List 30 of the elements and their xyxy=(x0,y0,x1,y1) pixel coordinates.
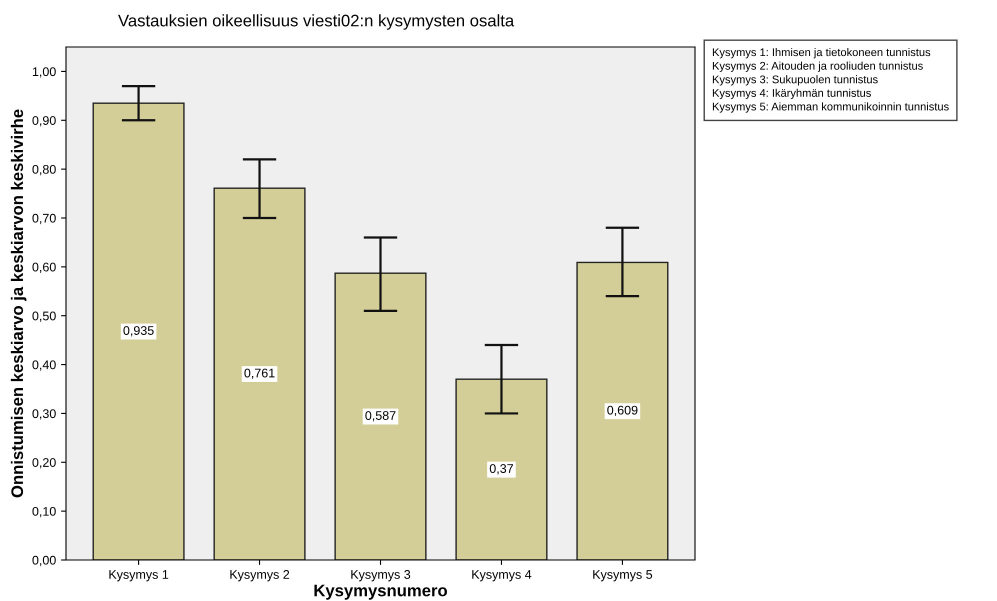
bar xyxy=(92,102,185,560)
bar xyxy=(213,188,306,560)
x-tick-label: Kysymys 2 xyxy=(230,570,290,582)
y-tick-label: 0,80 xyxy=(32,164,56,176)
y-tick-label: 0,50 xyxy=(32,312,56,322)
y-tick-label: 0,90 xyxy=(32,116,56,126)
y-tick-label: 0,00 xyxy=(32,556,56,566)
data-label: 0,935 xyxy=(123,326,154,336)
y-tick-label: 0,20 xyxy=(32,458,56,468)
y-tick-label: 0,70 xyxy=(32,214,56,224)
x-tick-label: Kysymys 4 xyxy=(472,570,532,582)
data-label: 0,609 xyxy=(607,406,638,416)
y-tick-label: 1,00 xyxy=(32,67,56,78)
data-label: 0,37 xyxy=(490,464,513,474)
y-tick-label: 0,10 xyxy=(32,506,56,518)
text: Kysymys 1: Ihmisen ja tietokoneen tunnistus Kysymys 2: Aitouden ja rooliuden tunnistus Kysymys 3: Sukupuolen tunnistus Kysymys 4: Ikäryhmän tunnistus Kysymys 5: Aiemman kommunikoinnin tunnistus xyxy=(712,48,949,113)
y-axis-title: Onnistumisen keskiarvo ja keskiarvon keskivirhe xyxy=(10,110,26,498)
data-label: 0,761 xyxy=(244,368,275,379)
x-tick-label: Kysymys 5 xyxy=(593,570,652,582)
x-axis-title: Kysymysnumero xyxy=(314,584,448,600)
x-tick-label: Kysymys 3 xyxy=(351,570,410,582)
bar xyxy=(576,262,668,560)
y-tick-label: 0,60 xyxy=(32,262,56,273)
bar xyxy=(334,272,427,560)
y-tick-label: 0,40 xyxy=(32,360,56,371)
bar xyxy=(455,378,548,560)
chart-title: Vastauksien oikeellisuus viesti02:n kysymysten osalta xyxy=(118,14,514,30)
data-label: 0,587 xyxy=(365,411,396,422)
y-tick-label: 0,30 xyxy=(32,409,56,420)
x-tick-label: Kysymys 1 xyxy=(109,570,168,582)
